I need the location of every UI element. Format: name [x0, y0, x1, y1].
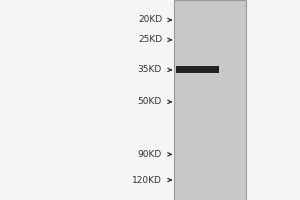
Text: 35KD: 35KD: [138, 65, 162, 74]
Text: 120KD: 120KD: [132, 176, 162, 185]
Text: 90KD: 90KD: [138, 150, 162, 159]
Text: 50KD: 50KD: [138, 97, 162, 106]
Text: 25KD: 25KD: [138, 35, 162, 44]
Bar: [176, 66, 219, 73]
Bar: [174, 0, 246, 200]
Text: 20KD: 20KD: [138, 15, 162, 24]
